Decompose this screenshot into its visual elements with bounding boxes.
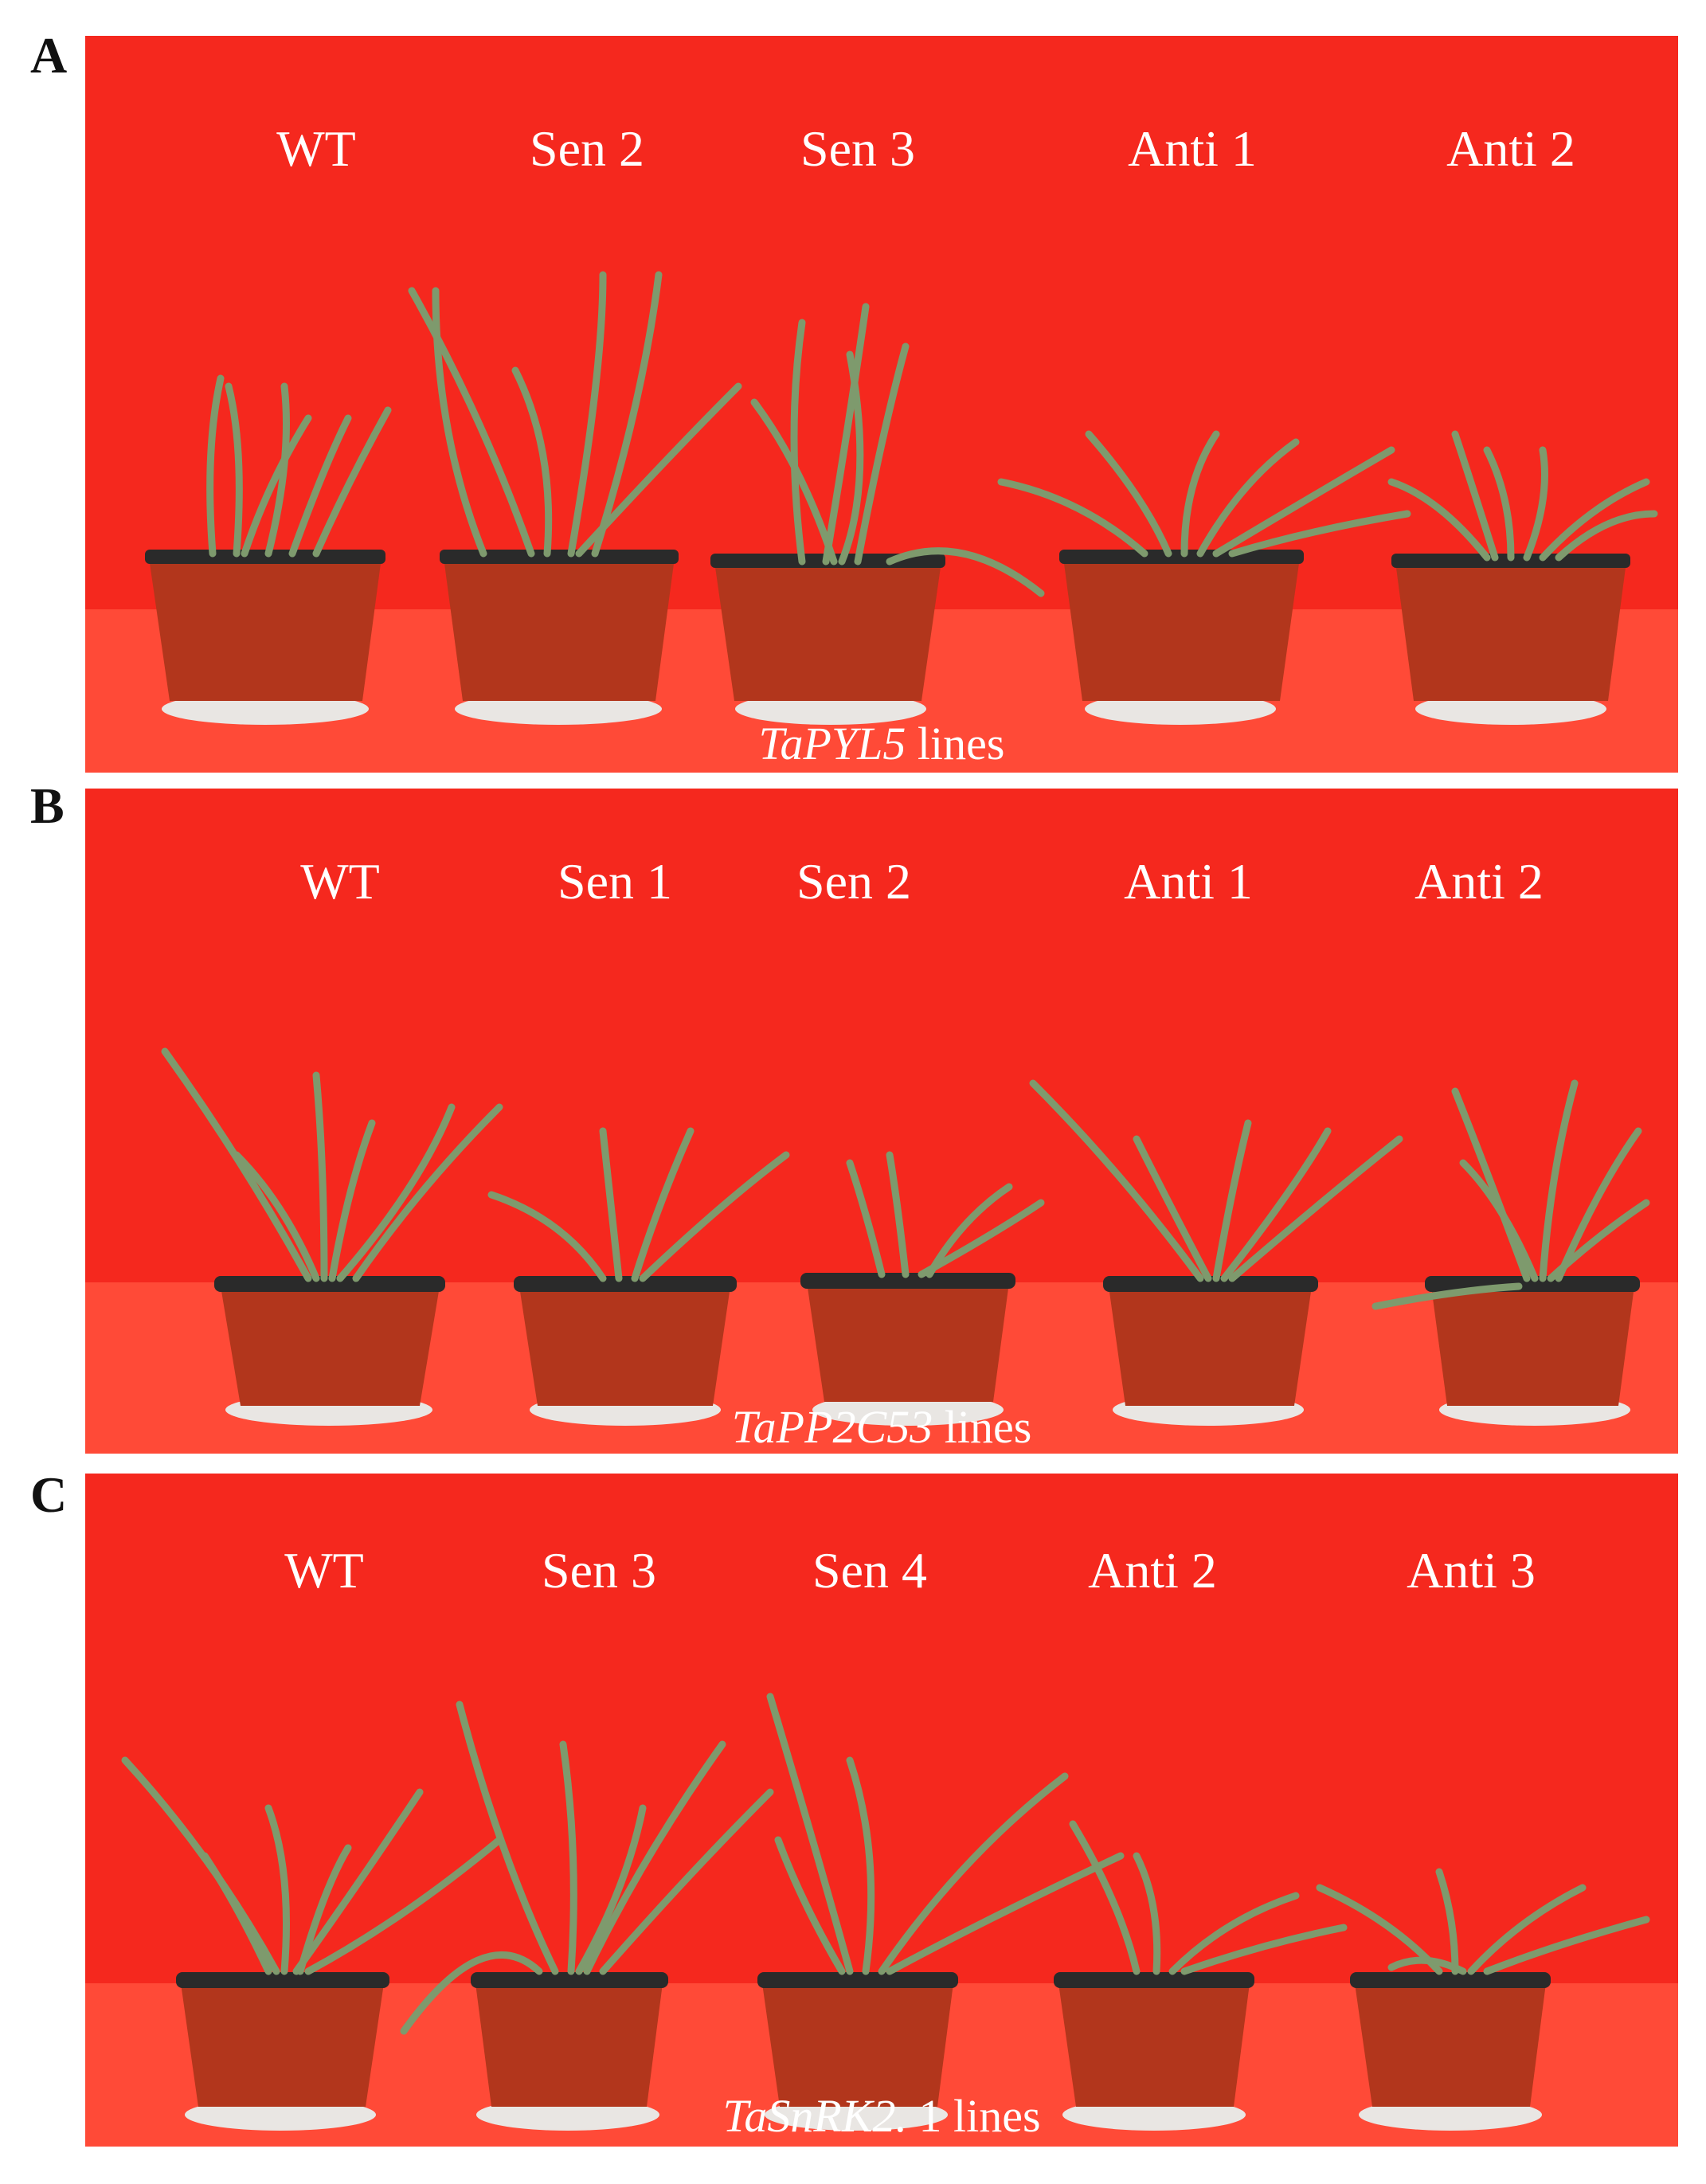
pot-a2 (440, 550, 679, 725)
panel-letter-b: B (30, 777, 65, 834)
plants-photo-a (85, 36, 1678, 773)
pot-b1 (214, 1276, 445, 1426)
caption-a: TaPYL5 lines (759, 721, 1005, 767)
label-c-2: Sen 3 (542, 1542, 656, 1599)
pot-b2 (514, 1276, 737, 1426)
pot-b3 (800, 1273, 1015, 1426)
caption-c: TaSnRK2. 1 lines (722, 2093, 1040, 2139)
plants-photo-c (85, 1474, 1678, 2147)
pot-c5 (1350, 1972, 1551, 2131)
pot-a1 (145, 550, 385, 725)
panel-letter-c: C (30, 1466, 68, 1523)
pot-c4 (1054, 1972, 1254, 2131)
caption-a-suffix: lines (906, 718, 1005, 769)
pot-a4 (1059, 550, 1304, 725)
panel-letter-a: A (30, 27, 68, 84)
label-a-5: Anti 2 (1446, 120, 1575, 177)
label-b-1: WT (300, 853, 380, 910)
label-c-5: Anti 3 (1407, 1542, 1536, 1599)
pot-c2 (471, 1972, 668, 2131)
caption-b: TaPP2C53 lines (732, 1404, 1032, 1450)
pot-b4 (1103, 1276, 1318, 1426)
caption-c-gene: TaSnRK2. (722, 2090, 907, 2142)
caption-b-gene: TaPP2C53 (731, 1401, 933, 1453)
pot-c3 (757, 1972, 958, 2131)
pot-c1 (176, 1972, 389, 2131)
photo-panel-a: WT Sen 2 Sen 3 Anti 1 Anti 2 TaPYL5 line… (85, 36, 1678, 773)
caption-a-gene: TaPYL5 (758, 718, 906, 769)
photo-panel-c: WT Sen 3 Sen 4 Anti 2 Anti 3 TaSnRK2. 1 … (85, 1474, 1678, 2147)
pot-a5 (1391, 554, 1630, 725)
label-c-3: Sen 4 (812, 1542, 927, 1599)
label-a-4: Anti 1 (1128, 120, 1257, 177)
label-a-3: Sen 3 (800, 120, 915, 177)
pot-b5 (1425, 1276, 1640, 1426)
label-b-3: Sen 2 (796, 853, 911, 910)
label-b-4: Anti 1 (1124, 853, 1253, 910)
pot-a3 (710, 554, 945, 725)
label-c-4: Anti 2 (1088, 1542, 1217, 1599)
caption-c-suffix: 1 lines (907, 2090, 1041, 2142)
plants-photo-b (85, 789, 1678, 1454)
label-c-1: WT (284, 1542, 364, 1599)
label-b-2: Sen 1 (558, 853, 672, 910)
photo-panel-b: WT Sen 1 Sen 2 Anti 1 Anti 2 TaPP2C53 li… (85, 789, 1678, 1454)
label-b-5: Anti 2 (1414, 853, 1544, 910)
label-a-2: Sen 2 (530, 120, 644, 177)
caption-b-suffix: lines (933, 1401, 1032, 1453)
label-a-1: WT (276, 120, 356, 177)
